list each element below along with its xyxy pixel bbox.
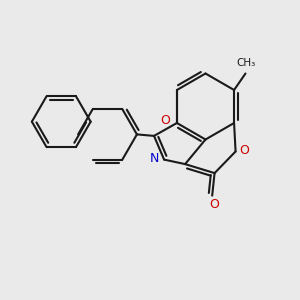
Text: O: O [210, 198, 220, 211]
Text: O: O [160, 114, 170, 127]
Text: O: O [239, 144, 249, 158]
Text: N: N [150, 152, 159, 165]
Text: CH₃: CH₃ [237, 58, 256, 68]
